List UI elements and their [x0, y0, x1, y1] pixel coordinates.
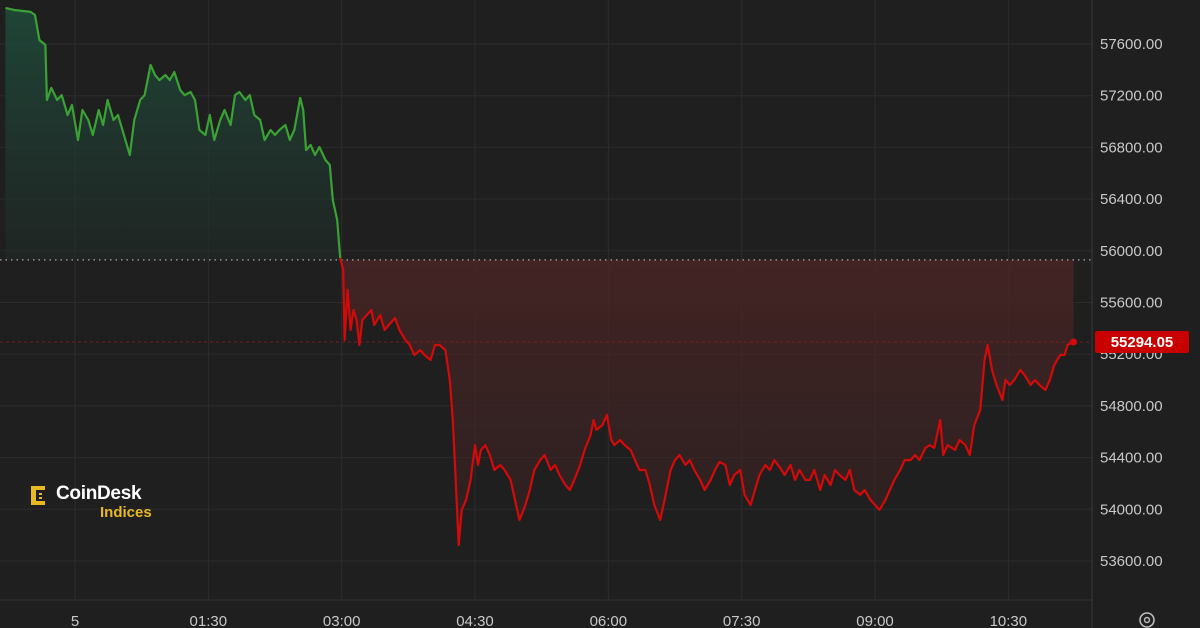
y-tick-label: 54800.00 — [1100, 398, 1163, 415]
x-tick-label: 03:00 — [323, 613, 361, 628]
y-tick-label: 56400.00 — [1100, 191, 1163, 208]
down-area-fill — [340, 258, 1074, 545]
x-tick-label: 06:00 — [590, 613, 628, 628]
y-tick-label: 55600.00 — [1100, 294, 1163, 311]
x-tick-label: 01:30 — [190, 613, 228, 628]
y-tick-label: 54000.00 — [1100, 501, 1163, 518]
logo-sub: Indices — [100, 504, 152, 521]
x-tick-label: 04:30 — [456, 613, 494, 628]
last-price-value: 55294.05 — [1111, 334, 1174, 351]
down-price-line — [339, 257, 1074, 547]
x-tick-label: 10:30 — [990, 613, 1028, 628]
y-tick-label: 56800.00 — [1100, 139, 1163, 156]
y-tick-label: 56000.00 — [1100, 243, 1163, 260]
y-tick-label: 58000.00 — [1100, 0, 1163, 1]
last-price-label: 55294.05 — [1095, 331, 1189, 354]
x-tick-label: 09:00 — [856, 613, 894, 628]
y-tick-label: 57600.00 — [1100, 36, 1163, 53]
logo-name: CoinDesk — [56, 483, 142, 504]
x-tick-label: 5 — [71, 613, 79, 628]
coindesk-logo-icon — [31, 486, 45, 505]
gear-icon[interactable] — [1139, 612, 1155, 628]
y-axis: 53600.0054000.0054400.0054800.0055200.00… — [1100, 0, 1163, 570]
x-axis: 5 01:30 03:00 04:30 06:00 07:30 09:00 10:30 — [71, 613, 1027, 628]
last-point-marker — [1070, 338, 1078, 346]
x-tick-label: 07:30 — [723, 613, 761, 628]
y-tick-label: 53600.00 — [1100, 553, 1163, 570]
y-tick-label: 54400.00 — [1100, 450, 1163, 467]
y-tick-label: 57200.00 — [1100, 88, 1163, 105]
up-area-fill — [5, 7, 341, 260]
up-price-line — [5, 6, 342, 259]
